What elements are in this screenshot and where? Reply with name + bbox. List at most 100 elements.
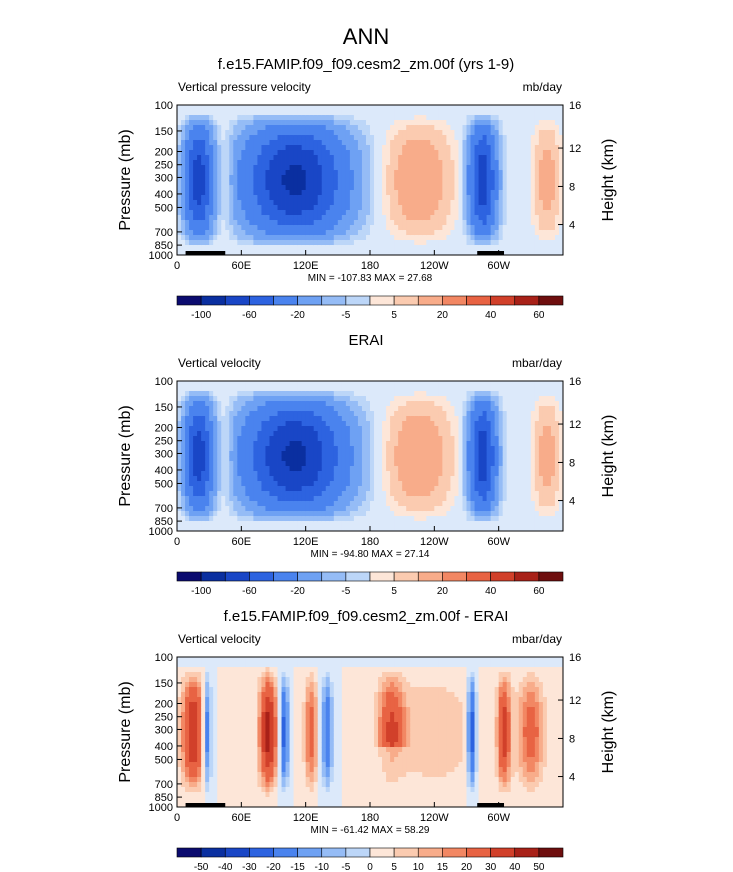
heatmap-cell — [558, 215, 564, 221]
heatmap-cell — [514, 150, 520, 156]
heatmap-cell — [345, 240, 351, 246]
heatmap-cell — [205, 441, 210, 447]
heatmap-cell — [293, 165, 299, 171]
heatmap-cell — [414, 210, 419, 216]
heatmap-cell — [486, 175, 492, 181]
colorbar-box — [538, 295, 564, 306]
heatmap-cell — [337, 436, 343, 442]
heatmap-cell — [450, 160, 455, 166]
heatmap-cell — [361, 105, 367, 111]
heatmap-cell — [285, 200, 290, 206]
heatmap-cell — [490, 105, 496, 111]
heatmap-cell — [265, 230, 270, 236]
heatmap-cell — [225, 180, 230, 186]
heatmap-cell — [289, 511, 294, 517]
heatmap-cell — [522, 160, 528, 166]
heatmap-cell — [410, 471, 415, 477]
heatmap-cell — [213, 456, 218, 462]
heatmap-cell — [410, 235, 415, 241]
heatmap-cell — [265, 150, 270, 156]
heatmap-cell — [253, 526, 258, 532]
heatmap-cell — [225, 441, 230, 447]
heatmap-cell — [438, 125, 443, 131]
heatmap-cell — [177, 446, 182, 452]
heatmap-cell — [430, 406, 435, 412]
heatmap-cell — [205, 451, 210, 457]
heatmap-cell — [510, 225, 516, 231]
heatmap-cell — [197, 220, 202, 226]
heatmap-cell — [217, 436, 222, 442]
heatmap-cell — [197, 115, 202, 121]
heatmap-cell — [325, 125, 331, 131]
heatmap-cell — [185, 190, 190, 196]
heatmap-cell — [185, 205, 190, 211]
heatmap-cell — [370, 150, 375, 156]
heatmap-cell — [462, 250, 467, 256]
heatmap-cell — [229, 245, 234, 251]
heatmap-cell — [193, 501, 198, 507]
heatmap-cell — [265, 421, 270, 427]
heatmap-cell — [277, 506, 282, 512]
heatmap-cell — [394, 441, 399, 447]
heatmap-cell — [273, 501, 278, 507]
heatmap-cell — [438, 200, 443, 206]
heatmap-cell — [297, 431, 303, 437]
heatmap-cell — [426, 120, 431, 126]
heatmap-cell — [398, 145, 403, 151]
heatmap-cell — [422, 471, 427, 477]
heatmap-cell — [189, 436, 194, 442]
heatmap-cell — [297, 416, 303, 422]
heatmap-cell — [374, 125, 379, 131]
y-tick-label: 200 — [155, 147, 173, 159]
heatmap-cell — [317, 461, 323, 467]
heatmap-cell — [325, 406, 331, 412]
colorbar-label: -5 — [341, 310, 350, 321]
heatmap-cell — [333, 190, 339, 196]
heatmap-cell — [365, 511, 371, 517]
heatmap-cell — [394, 230, 399, 236]
heatmap-cell — [237, 391, 242, 397]
heatmap-cell — [273, 466, 278, 472]
heatmap-cell — [309, 215, 315, 221]
heatmap-cell — [478, 230, 483, 236]
heatmap-cell — [185, 215, 190, 221]
heatmap-cell — [442, 441, 447, 447]
heatmap-cell — [209, 230, 214, 236]
heatmap-cell — [265, 115, 270, 121]
heatmap-cell — [261, 195, 266, 201]
heatmap-cell — [394, 145, 399, 151]
heatmap-cell — [253, 511, 258, 517]
heatmap-cell — [398, 526, 403, 532]
heatmap-cell — [345, 516, 351, 522]
heatmap-cell — [394, 220, 399, 226]
heatmap-cell — [333, 185, 339, 191]
heatmap-cell — [249, 195, 254, 201]
heatmap-cell — [398, 466, 403, 472]
heatmap-cell — [498, 140, 504, 146]
heatmap-cell — [241, 155, 246, 161]
heatmap-cell — [181, 240, 186, 246]
heatmap-cell — [398, 215, 403, 221]
heatmap-cell — [466, 235, 471, 241]
heatmap-cell — [229, 471, 234, 477]
heatmap-cell — [402, 401, 407, 407]
heatmap-cell — [394, 135, 399, 141]
heatmap-cell — [205, 130, 210, 136]
heatmap-cell — [253, 491, 258, 497]
heatmap-cell — [229, 501, 234, 507]
heatmap-cell — [241, 110, 246, 116]
heatmap-cell — [422, 125, 427, 131]
heatmap-cell — [558, 140, 564, 146]
heatmap-cell — [382, 526, 387, 532]
heatmap-cell — [430, 165, 435, 171]
heatmap-cell — [297, 516, 303, 522]
heatmap-cell — [277, 396, 282, 402]
heatmap-cell — [426, 526, 431, 532]
heatmap-cell — [201, 240, 206, 246]
heatmap-cell — [402, 386, 407, 392]
heatmap-cell — [253, 145, 258, 151]
heatmap-cell — [422, 411, 427, 417]
heatmap-cell — [386, 250, 391, 256]
heatmap-cell — [261, 406, 266, 412]
heatmap-cell — [213, 466, 218, 472]
